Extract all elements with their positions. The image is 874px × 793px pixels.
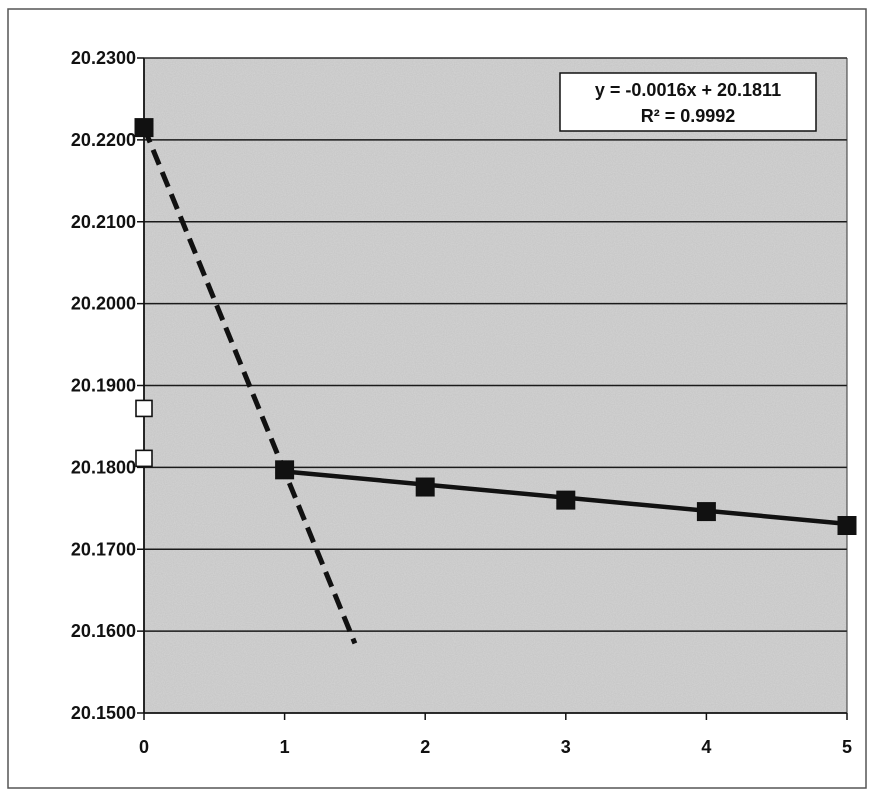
axes — [143, 57, 848, 720]
equation-box-frame — [559, 72, 817, 132]
y-tick-label: 20.2200 — [71, 130, 136, 150]
data-point — [134, 118, 154, 138]
data-point — [556, 490, 576, 510]
data-point — [415, 477, 435, 497]
data-point — [696, 502, 716, 522]
x-tick-label: 3 — [561, 737, 571, 757]
data-markers — [134, 118, 857, 536]
data-point — [275, 460, 295, 480]
y-tick-label: 20.1500 — [71, 703, 136, 723]
data-point-open — [135, 449, 153, 468]
dashed-trendline — [141, 126, 358, 645]
y-tick-label: 20.2100 — [71, 212, 136, 232]
x-tick-label: 0 — [139, 737, 149, 757]
x-tick-label: 1 — [280, 737, 290, 757]
equation-box: y = -0.0016x + 20.1811 R² = 0.9992 — [559, 72, 817, 132]
y-tick-label: 20.2000 — [71, 294, 136, 314]
y-tick-labels: 20.1500 20.1600 20.1700 20.1800 20.1900 20.20… — [71, 48, 136, 723]
data-point-open — [135, 399, 153, 418]
r-squared-text: R² = 0.9992 — [641, 106, 736, 126]
y-tick-label: 20.2300 — [71, 48, 136, 68]
x-tick-labels: 0 1 2 3 4 5 — [139, 737, 852, 757]
y-tick-label: 20.1800 — [71, 457, 136, 477]
y-tick-label: 20.1600 — [71, 621, 136, 641]
x-tick-label: 2 — [420, 737, 430, 757]
x-tick-label: 5 — [842, 737, 852, 757]
x-tick-label: 4 — [701, 737, 711, 757]
data-point — [837, 516, 857, 536]
y-tick-label: 20.1900 — [71, 376, 136, 396]
equation-text: y = -0.0016x + 20.1811 — [595, 80, 781, 100]
y-tick-label: 20.1700 — [71, 539, 136, 559]
